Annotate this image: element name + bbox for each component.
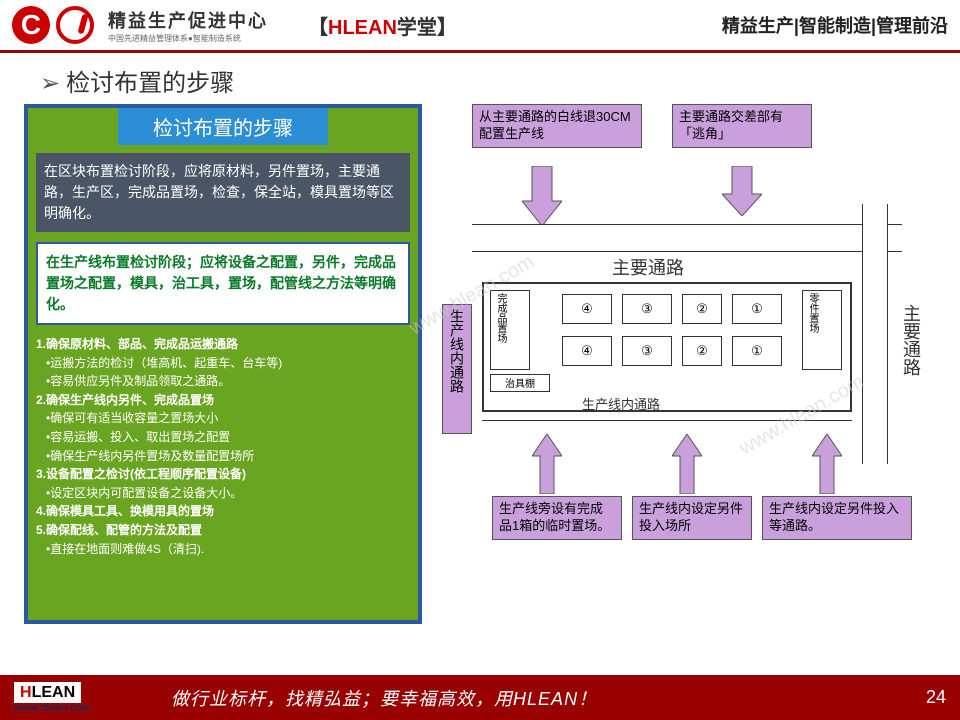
arrow-icon xyxy=(672,434,702,494)
box-1b: ① xyxy=(732,336,782,366)
jig-shelf: 治具棚 xyxy=(490,374,550,392)
parts-area: 零件置场 xyxy=(802,290,842,370)
bullet-sub: •容易运搬、投入、取出置场之配置 xyxy=(36,428,410,447)
main-path-label: 主要通路 xyxy=(612,254,684,280)
inner-bottom xyxy=(482,420,852,422)
box-3b: ③ xyxy=(622,336,672,366)
callout-bot-1: 生产线旁设有完成品1箱的临时置场。 xyxy=(492,496,622,540)
slide-title: ➢检讨布置的步骤 xyxy=(0,53,960,104)
arrow-icon xyxy=(722,166,762,216)
center-title: 精益生产促进中心 xyxy=(108,7,268,33)
bullet-sub: •直接在地面则难做4S（清扫). xyxy=(36,540,410,559)
bullet-sub: •设定区块内可配置设备之设备大小。 xyxy=(36,484,410,503)
main-path-right xyxy=(862,204,888,464)
page-num: 24 xyxy=(926,687,946,708)
inner-path-v-label: 生产线内通路 xyxy=(442,304,472,434)
callout-top-1: 从主要通路的白线退30CM配置生产线 xyxy=(472,104,642,148)
main-path-v-label: 主要通路 xyxy=(898,304,924,376)
footer-text: 做行业标杆，找精弘益；要幸福高效，用HLEAN！ xyxy=(171,685,597,711)
main-path-top xyxy=(472,224,902,252)
bullet-main: 5.确保配线、配管的方法及配置 xyxy=(36,521,410,540)
center-sub: 中国先进精益管理体系●智能制造系统 xyxy=(108,33,268,44)
arrow-icon xyxy=(532,434,562,494)
box-2a: ② xyxy=(682,294,722,324)
arrow-icon: ➢ xyxy=(40,70,60,97)
content: 检讨布置的步骤 在区块布置检讨阶段，应将原材料，另件置场，主要通路，生产区，完成… xyxy=(0,104,960,624)
bullet-list: 1.确保原材料、部品、完成品运搬通路•运搬方法的检讨（堆高机、起重车、台车等)•… xyxy=(36,335,410,558)
callout-top-2: 主要通路交差部有「逃角」 xyxy=(672,104,812,148)
bullet-main: 2.确保生产线内另件、完成品置场 xyxy=(36,391,410,410)
step-header: 检讨布置的步骤 xyxy=(118,108,328,145)
callout-bot-3: 生产线内设定另件投入等通路。 xyxy=(762,496,912,540)
box-1a: ① xyxy=(732,294,782,324)
footer: HLEAN www.hlean.com 做行业标杆，找精弘益；要幸福高效，用HL… xyxy=(0,675,960,720)
header: C 精益生产促进中心 中国先进精益管理体系●智能制造系统 【HLEAN学堂】 精… xyxy=(0,0,960,53)
callout-bot-2: 生产线内设定另件投入场所 xyxy=(632,496,752,540)
bullet-main: 1.确保原材料、部品、完成品运搬通路 xyxy=(36,335,410,354)
logo-ring-icon xyxy=(56,6,94,44)
right-nav: 精益生产|智能制造|管理前沿 xyxy=(722,12,948,38)
inner-path-label: 生产线内通路 xyxy=(582,394,660,413)
left-panel: 检讨布置的步骤 在区块布置检讨阶段，应将原材料，另件置场，主要通路，生产区，完成… xyxy=(24,104,422,624)
bullet-sub: •确保生产线内另件置场及数量配置场所 xyxy=(36,447,410,466)
finished-area: 完成品置场 xyxy=(490,290,530,370)
footer-logo: HLEAN xyxy=(14,682,81,703)
center-name: 精益生产促进中心 中国先进精益管理体系●智能制造系统 xyxy=(108,7,268,44)
box-3a: ③ xyxy=(622,294,672,324)
box-4b: ④ xyxy=(562,336,612,366)
hlean-tag: 【HLEAN学堂】 xyxy=(308,11,457,40)
box-4a: ④ xyxy=(562,294,612,324)
bullet-sub: •运搬方法的检讨（堆高机、起重车、台车等) xyxy=(36,354,410,373)
footer-url: www.hlean.com xyxy=(14,702,91,714)
arrow-icon xyxy=(812,434,842,494)
white-box: 在生产线布置检讨阶段；应将设备之配置，另件，完成品置场之配置，模具，治工具，置场… xyxy=(36,242,410,325)
bullet-sub: •容易供应另件及制品领取之通路。 xyxy=(36,372,410,391)
arrow-icon xyxy=(522,166,562,226)
logo-block: C 精益生产促进中心 中国先进精益管理体系●智能制造系统 xyxy=(12,6,268,44)
logo-c-icon: C xyxy=(12,6,50,44)
bullet-main: 3.设备配置之检讨(依工程顺序配置设备) xyxy=(36,465,410,484)
gray-box: 在区块布置检讨阶段，应将原材料，另件置场，主要通路，生产区，完成品置场，检查，保… xyxy=(36,153,410,232)
box-2b: ② xyxy=(682,336,722,366)
right-panel: 从主要通路的白线退30CM配置生产线 主要通路交差部有「逃角」 主要通路 完成品… xyxy=(432,104,936,624)
bullet-sub: •确保可有适当收容量之置场大小 xyxy=(36,409,410,428)
footer-logo-wrap: HLEAN www.hlean.com xyxy=(14,681,91,714)
bullet-main: 4.确保模具工具、换模用具的置场 xyxy=(36,502,410,521)
